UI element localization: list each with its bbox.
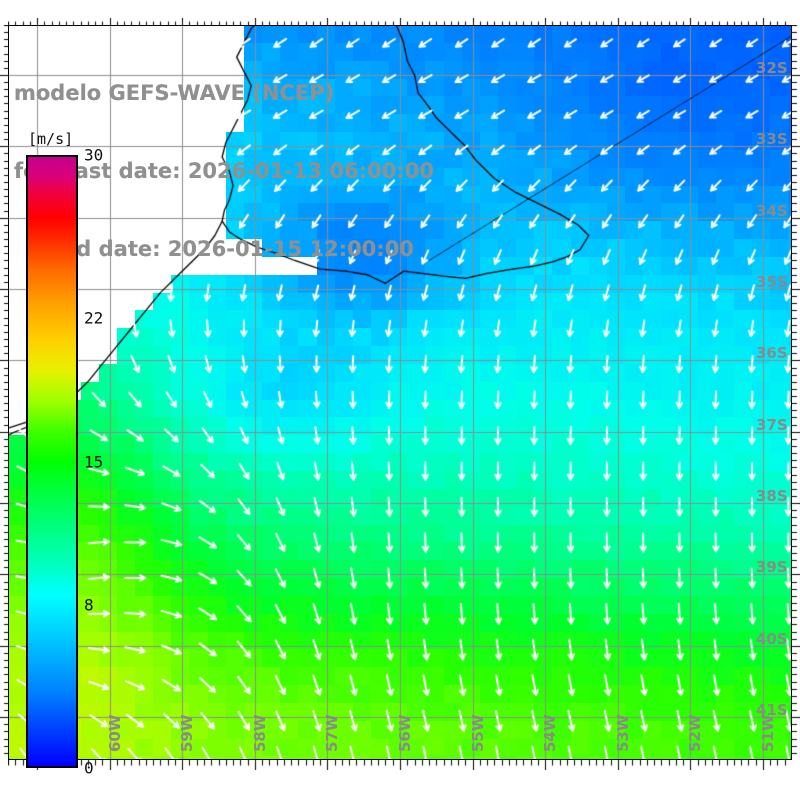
right-axis-ticks (792, 25, 800, 760)
colorbar-unit-label: [m/s] (28, 130, 74, 148)
lon-label-60W: 60W (105, 714, 124, 752)
lon-label-51W: 51W (758, 714, 777, 752)
colorbar-tick-22: 22 (84, 308, 104, 328)
lon-label-54W: 54W (541, 714, 560, 752)
lon-label-52W: 52W (686, 714, 705, 752)
lat-label-41S: 41S (756, 701, 788, 720)
colorbar-tick-8: 8 (84, 595, 94, 614)
colorbar-tick-30: 30 (84, 145, 104, 165)
lat-label-39S: 39S (756, 558, 788, 577)
colorbar-tick-15: 15 (84, 452, 104, 471)
lon-label-57W: 57W (323, 714, 342, 752)
lon-label-58W: 58W (250, 714, 269, 752)
lat-label-36S: 36S (756, 344, 788, 363)
colorbar-gradient (26, 155, 78, 768)
coastline-and-wind-arrows (8, 25, 792, 760)
colorbar-tick-0: 0 (84, 758, 94, 778)
left-axis-ticks (0, 25, 9, 760)
lat-label-37S: 37S (756, 415, 788, 434)
lat-label-40S: 40S (756, 629, 788, 648)
lat-label-32S: 32S (756, 58, 788, 77)
lat-label-34S: 34S (756, 201, 788, 220)
lon-label-55W: 55W (468, 714, 487, 752)
map-plot-area (8, 25, 792, 760)
lon-label-56W: 56W (396, 714, 414, 752)
top-axis-ticks (8, 18, 792, 26)
lat-label-33S: 33S (756, 130, 788, 149)
lat-label-35S: 35S (756, 273, 788, 292)
lat-label-38S: 38S (756, 487, 788, 506)
lon-label-53W: 53W (613, 714, 632, 752)
bottom-axis-ticks (8, 760, 792, 770)
model-title: modelo GEFS-WAVE (NCEP) (14, 81, 335, 105)
lon-label-59W: 59W (178, 714, 197, 752)
